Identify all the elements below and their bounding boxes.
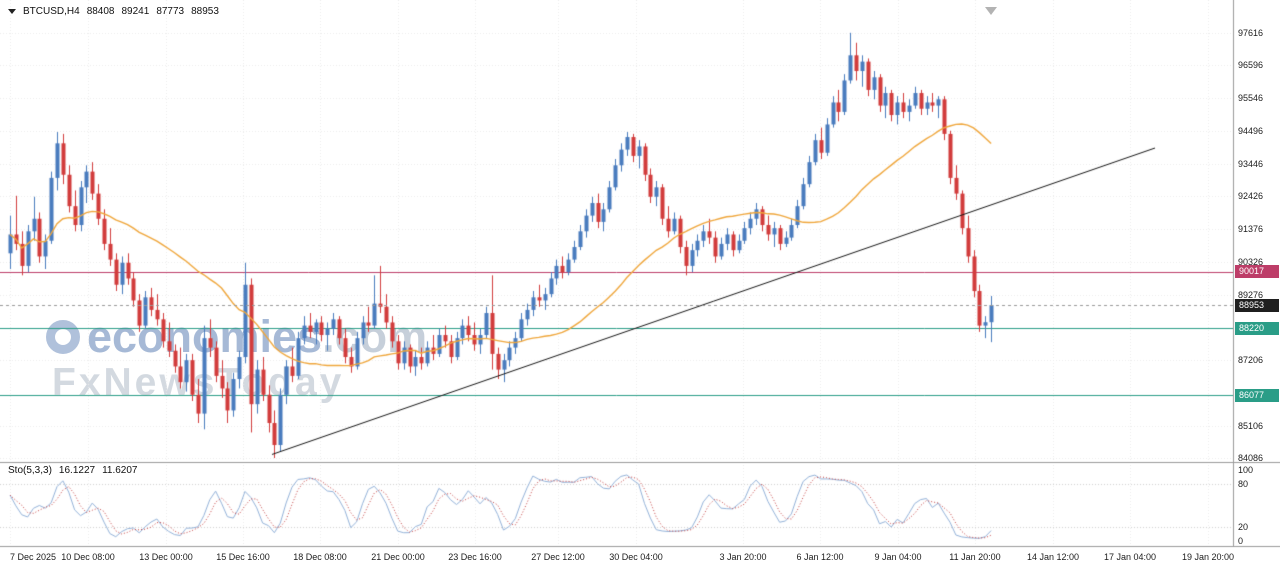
price-chart-canvas[interactable] (0, 0, 1280, 567)
